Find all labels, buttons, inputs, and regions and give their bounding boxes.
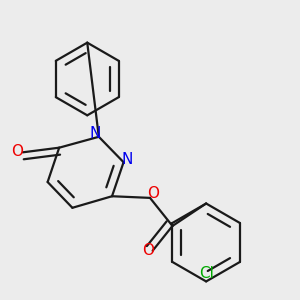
Text: O: O (147, 186, 159, 201)
Text: Cl: Cl (199, 266, 214, 281)
Text: O: O (11, 144, 23, 159)
Text: N: N (122, 152, 133, 167)
Text: O: O (142, 243, 154, 258)
Text: N: N (90, 126, 101, 141)
